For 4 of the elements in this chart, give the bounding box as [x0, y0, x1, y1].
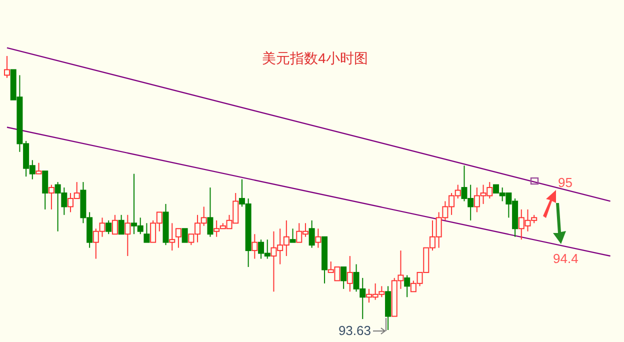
annotation: 94.4	[553, 251, 578, 266]
title: 美元指数4小时图	[262, 50, 368, 66]
annotation: 93.63	[338, 323, 371, 338]
annotation: 95	[558, 175, 572, 190]
